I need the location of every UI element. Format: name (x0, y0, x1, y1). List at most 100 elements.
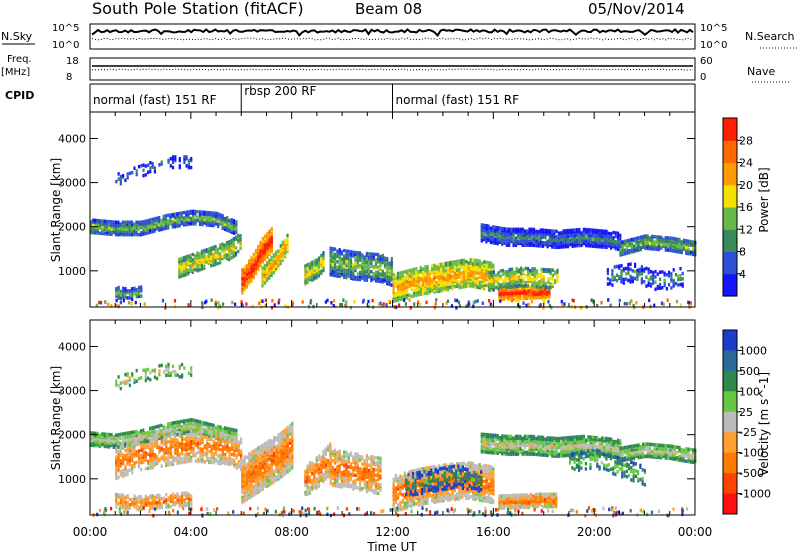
heatmap-cell (266, 261, 269, 265)
heatmap-cell (678, 237, 681, 242)
heatmap-cell (173, 428, 177, 432)
heatmap-cell (219, 245, 222, 249)
heatmap-cell (250, 261, 253, 266)
heatmap-cell (241, 271, 244, 276)
heatmap-cell (117, 291, 120, 295)
heatmap-cell (435, 272, 438, 276)
heatmap-cell (386, 274, 389, 279)
heatmap-cell (600, 301, 603, 305)
heatmap-cell (117, 475, 120, 480)
heatmap-cell (180, 263, 183, 268)
heatmap-cell (383, 279, 387, 283)
heatmap-cell (614, 231, 617, 235)
heatmap-cell (115, 438, 118, 443)
heatmap-cell (394, 298, 397, 303)
heatmap-cell (180, 258, 183, 263)
heatmap-cell (279, 256, 282, 260)
heatmap-cell (210, 446, 213, 451)
heatmap-cell (214, 262, 217, 266)
heatmap-cell (462, 276, 465, 280)
heatmap-cell (119, 446, 122, 451)
heatmap-cell (248, 457, 251, 462)
heatmap-cell (162, 225, 165, 229)
heatmap-cell (403, 278, 406, 283)
heatmap-cell (485, 234, 488, 239)
heatmap-cell (151, 217, 154, 222)
heatmap-cell (336, 270, 339, 275)
heatmap-cell (210, 430, 213, 435)
heatmap-cell (257, 449, 260, 454)
heatmap-cell (317, 261, 321, 266)
heatmap-cell (187, 436, 190, 441)
heatmap-cell (243, 485, 246, 489)
heatmap-cell (472, 304, 475, 309)
heatmap-cell (424, 275, 427, 280)
heatmap-cell (551, 277, 554, 281)
heatmap-cell (649, 270, 653, 274)
heatmap-cell (566, 239, 570, 243)
heatmap-cell (374, 275, 378, 280)
heatmap-cell (133, 232, 136, 237)
heatmap-cell (270, 474, 273, 478)
heatmap-cell (119, 300, 122, 305)
heatmap-cell (424, 282, 427, 287)
heatmap-cell (408, 277, 411, 282)
heatmap-cell (131, 464, 134, 468)
heatmap-cell (540, 281, 543, 286)
heatmap-cell (490, 277, 493, 281)
heatmap-cell (377, 254, 380, 259)
heatmap-cell (126, 442, 129, 447)
heatmap-cell (381, 275, 384, 279)
heatmap-cell (94, 220, 97, 224)
heatmap-cell (206, 440, 209, 445)
heatmap-cell (547, 285, 550, 290)
heatmap-cell (223, 431, 227, 436)
heatmap-cell (636, 274, 639, 278)
heatmap-cell (196, 253, 199, 257)
heatmap-cell (587, 242, 590, 246)
heatmap-cell (517, 268, 520, 272)
heatmap-cell (431, 269, 434, 273)
heatmap-cell (268, 463, 271, 468)
heatmap-cell (178, 428, 181, 433)
heatmap-cell (500, 290, 503, 295)
heatmap-cell (548, 241, 551, 245)
heatmap-cell (444, 272, 447, 276)
heatmap-cell (182, 256, 185, 260)
heatmap-cell (228, 446, 231, 451)
heatmap-cell (212, 441, 215, 445)
heatmap-cell (546, 296, 549, 300)
heatmap-cell (284, 251, 287, 255)
heatmap-cell (241, 268, 244, 272)
heatmap-cell (108, 232, 111, 236)
heatmap-cell (117, 285, 120, 290)
heatmap-cell (517, 236, 520, 240)
heatmap-cell (210, 437, 213, 442)
heatmap-cell (203, 255, 206, 260)
heatmap-cell (551, 275, 554, 279)
heatmap-cell (308, 272, 311, 276)
heatmap-cell (383, 256, 387, 260)
heatmap-cell (124, 292, 127, 296)
heatmap-cell (456, 298, 459, 303)
heatmap-cell (117, 224, 120, 228)
heatmap-cell (508, 274, 511, 279)
heatmap-cell (308, 261, 311, 266)
heatmap-cell (266, 278, 269, 283)
heatmap-cell (527, 294, 531, 299)
heatmap-cell (334, 266, 337, 271)
heatmap-cell (601, 243, 604, 247)
heatmap-cell (615, 264, 618, 269)
heatmap-cell (506, 269, 509, 274)
heatmap-cell (221, 221, 224, 225)
heatmap-cell (334, 261, 337, 265)
heatmap-cell (499, 274, 502, 278)
heatmap-cell (223, 248, 226, 253)
heatmap-cell (252, 470, 255, 474)
heatmap-cell (397, 298, 400, 302)
heatmap-cell (467, 270, 470, 274)
heatmap-cell (185, 420, 188, 425)
heatmap-cell (594, 228, 597, 233)
heatmap-cell (526, 241, 529, 246)
heatmap-cell (377, 252, 380, 257)
